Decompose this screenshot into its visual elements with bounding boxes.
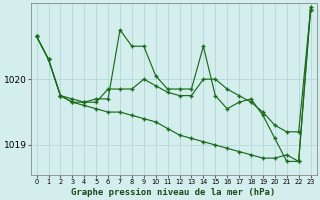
X-axis label: Graphe pression niveau de la mer (hPa): Graphe pression niveau de la mer (hPa) [71,188,276,197]
